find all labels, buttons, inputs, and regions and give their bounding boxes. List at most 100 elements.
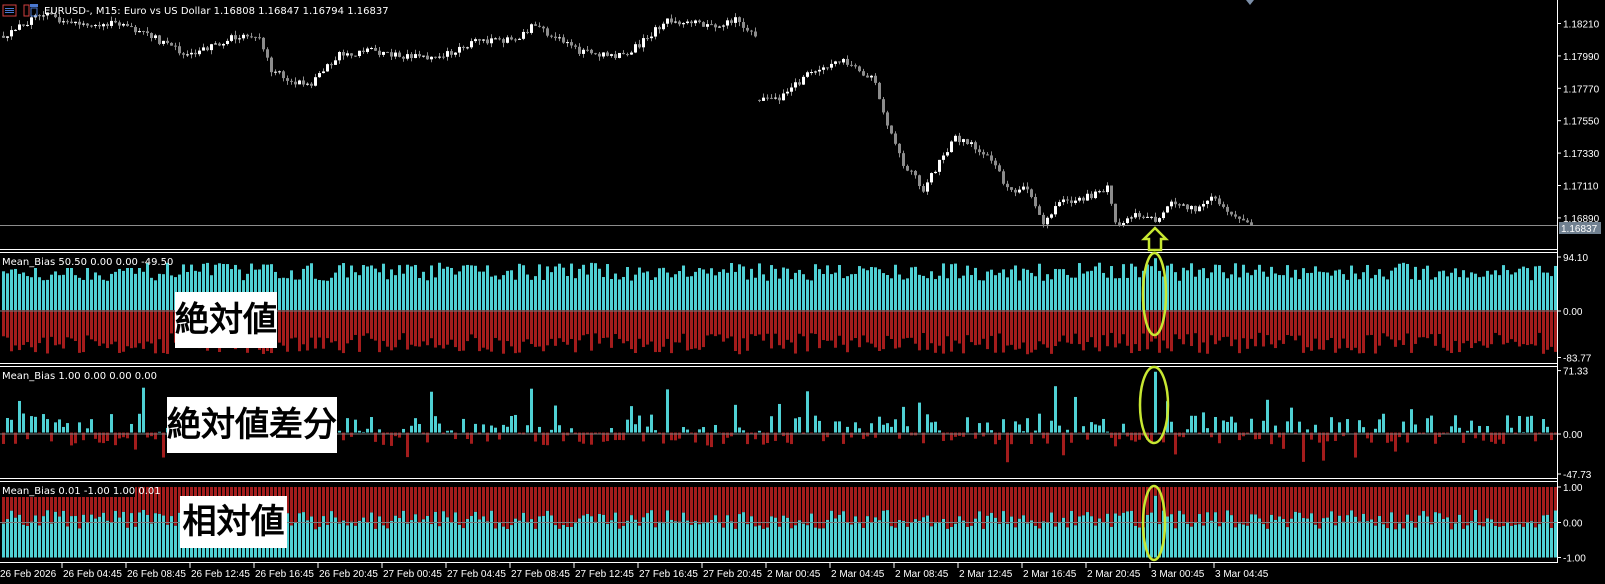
negative-bar xyxy=(314,310,317,349)
pane-separators[interactable] xyxy=(0,249,1557,563)
positive-bar xyxy=(1482,276,1485,311)
positive-bar xyxy=(398,518,401,558)
bid-price-label: 1.16837 xyxy=(1561,224,1598,235)
negative-bar xyxy=(882,310,885,350)
candle-body xyxy=(682,23,685,25)
indicator-label-bg xyxy=(0,484,135,497)
positive-bar xyxy=(38,277,41,311)
negative-bar xyxy=(1434,432,1437,444)
candle-body xyxy=(42,15,45,17)
negative-bar xyxy=(322,487,325,517)
candle-body xyxy=(542,26,545,29)
positive-bar xyxy=(1366,521,1369,558)
negative-bar xyxy=(1310,310,1313,351)
positive-bar xyxy=(1518,524,1521,558)
candle-body xyxy=(702,22,705,27)
chart-shift-marker-icon[interactable] xyxy=(1246,0,1254,5)
negative-bar xyxy=(1210,432,1213,438)
negative-bar xyxy=(1346,310,1349,348)
trade-panel-icon[interactable] xyxy=(2,4,17,17)
negative-bar xyxy=(1270,310,1273,345)
positive-bar xyxy=(1526,268,1529,311)
positive-bar xyxy=(34,515,37,558)
positive-bar xyxy=(770,416,773,433)
positive-bar xyxy=(642,517,645,558)
positive-bar xyxy=(1154,371,1157,433)
negative-bar xyxy=(806,487,809,526)
candle-body xyxy=(998,165,1001,172)
positive-bar xyxy=(1374,525,1377,558)
negative-bar xyxy=(450,487,453,523)
candle-body xyxy=(1182,204,1185,206)
positive-bar xyxy=(1050,512,1053,558)
negative-bar xyxy=(586,487,589,515)
positive-bar xyxy=(1438,513,1441,558)
negative-bar xyxy=(522,487,525,513)
candle-body xyxy=(474,39,477,42)
positive-bar xyxy=(622,525,625,558)
positive-bar xyxy=(1258,264,1261,311)
candle-body xyxy=(866,75,869,78)
time-axis[interactable]: 26 Feb 2026 26 Feb 04:45 26 Feb 08:45 26 Fe… xyxy=(0,563,1269,580)
candle-body xyxy=(1222,204,1225,207)
positive-bar xyxy=(506,426,509,433)
negative-bar xyxy=(618,487,621,529)
positive-bar xyxy=(1138,527,1141,558)
negative-bar xyxy=(578,487,581,519)
candle-body xyxy=(1214,196,1217,199)
negative-bar xyxy=(102,487,105,513)
negative-bar xyxy=(310,310,313,338)
negative-bar xyxy=(94,432,97,439)
negative-bar xyxy=(542,310,545,352)
negative-bar xyxy=(734,487,737,529)
negative-bar xyxy=(894,487,897,528)
price-axis[interactable]: 1.182101.179901.177701.175501.173301.171… xyxy=(1557,20,1600,225)
negative-bar xyxy=(498,310,501,341)
negative-bar xyxy=(1486,487,1489,519)
negative-bar xyxy=(682,487,685,513)
negative-bar xyxy=(846,487,849,524)
candle-body xyxy=(258,37,261,39)
positive-bar xyxy=(362,517,365,558)
positive-bar xyxy=(734,404,737,433)
negative-bar xyxy=(302,310,305,345)
positive-bar xyxy=(870,423,873,433)
negative-bar xyxy=(750,432,753,434)
positive-bar xyxy=(878,520,881,558)
candle-body xyxy=(326,64,329,72)
negative-bar xyxy=(1154,310,1157,339)
price-tick-label: 1.17550 xyxy=(1563,117,1600,128)
negative-bar xyxy=(1182,432,1185,438)
positive-bar xyxy=(18,273,21,311)
positive-bar xyxy=(1422,511,1425,558)
negative-bar xyxy=(1210,310,1213,336)
candle-body xyxy=(738,17,741,23)
positive-bar xyxy=(530,388,533,433)
positive-bar xyxy=(62,426,65,433)
candle-body xyxy=(626,54,629,56)
negative-bar xyxy=(770,487,773,517)
negative-bar xyxy=(1514,310,1517,342)
negative-bar xyxy=(286,487,289,514)
negative-bar xyxy=(1042,487,1045,522)
positive-bar xyxy=(1438,271,1441,311)
negative-bar xyxy=(134,310,137,348)
positive-bar xyxy=(102,512,105,558)
negative-bar xyxy=(394,310,397,348)
positive-bar xyxy=(994,275,997,311)
positive-bar xyxy=(1402,262,1405,311)
positive-bar xyxy=(1554,510,1557,558)
negative-bar xyxy=(1030,310,1033,353)
negative-bar xyxy=(398,487,401,519)
candle-body xyxy=(1142,216,1145,218)
positive-bar xyxy=(778,403,781,433)
negative-bar xyxy=(554,487,557,526)
negative-bar xyxy=(762,432,765,445)
one-click-trading-icon[interactable] xyxy=(23,4,38,17)
candle-body xyxy=(230,35,233,41)
candle-body xyxy=(74,21,77,24)
negative-bar xyxy=(1474,487,1477,510)
positive-bar xyxy=(718,271,721,311)
negative-bar xyxy=(1398,310,1401,341)
negative-bar xyxy=(818,310,821,349)
